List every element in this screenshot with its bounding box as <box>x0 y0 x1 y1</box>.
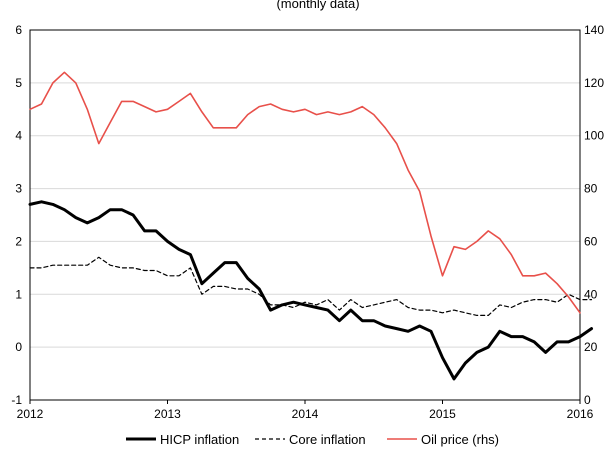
series-line-hicp <box>28 200 593 381</box>
legend-label-core: Core inflation <box>289 432 366 447</box>
right-tick-label: 0 <box>584 393 591 407</box>
x-tick-label: 2014 <box>292 407 319 421</box>
legend-label-oil: Oil price (rhs) <box>421 432 499 447</box>
left-tick-label: -1 <box>11 393 22 407</box>
right-tick-label: 80 <box>584 182 598 196</box>
legend-label-hicp: HICP inflation <box>160 432 239 447</box>
left-tick-label: 4 <box>15 129 22 143</box>
grid-lines <box>30 29 580 401</box>
legend-item-core: Core inflation <box>255 432 366 447</box>
right-tick-label: 20 <box>584 340 598 354</box>
chart-title-fragment: (monthly data) <box>276 0 359 11</box>
x-tick-label: 2012 <box>17 407 44 421</box>
left-tick-label: 0 <box>15 340 22 354</box>
x-tick-label: 2013 <box>154 407 181 421</box>
left-tick-label: 5 <box>15 76 22 90</box>
x-axis: 2012 2013 2014 2015 2016 <box>17 400 594 421</box>
right-tick-label: 40 <box>584 287 598 301</box>
right-tick-label: 120 <box>584 76 604 90</box>
legend-item-hicp: HICP inflation <box>126 432 239 447</box>
left-tick-label: 1 <box>15 287 22 301</box>
x-tick-label: 2016 <box>567 407 594 421</box>
legend-item-oil: Oil price (rhs) <box>387 432 499 447</box>
right-axis: 0 20 40 60 80 100 120 140 <box>584 23 604 407</box>
plot-frame <box>29 29 581 401</box>
left-tick-label: 3 <box>15 182 22 196</box>
left-tick-label: 2 <box>15 234 22 248</box>
x-tick-label: 2015 <box>429 407 456 421</box>
right-tick-label: 60 <box>584 234 598 248</box>
left-axis: -1 0 1 2 3 4 5 6 <box>11 23 22 407</box>
series-line-oil <box>29 71 581 314</box>
series-layer <box>28 71 593 381</box>
left-tick-label: 6 <box>15 23 22 37</box>
legend: HICP inflation Core inflation Oil price … <box>126 432 499 447</box>
right-tick-label: 100 <box>584 129 604 143</box>
right-tick-label: 140 <box>584 23 604 37</box>
series-line-core <box>29 256 593 316</box>
